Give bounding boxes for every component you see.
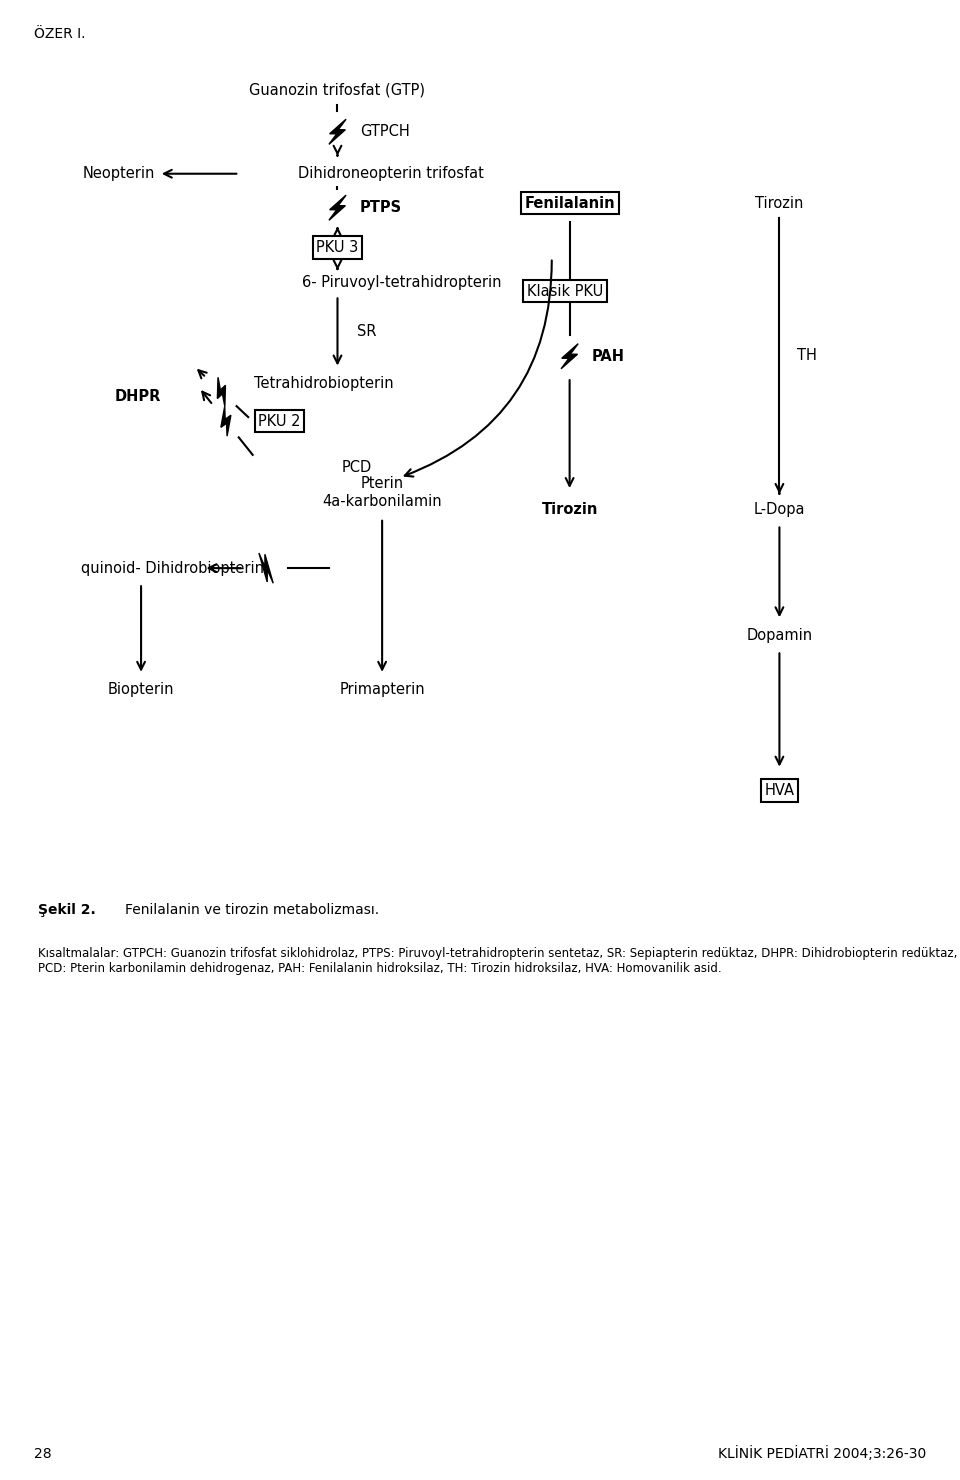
Text: Tirozin: Tirozin [756,195,804,210]
Polygon shape [329,120,346,145]
Text: HVA: HVA [764,783,795,798]
Polygon shape [217,377,226,407]
Text: PKU 2: PKU 2 [258,414,300,429]
Text: PKU 3: PKU 3 [317,240,359,255]
Polygon shape [221,407,231,437]
Text: SR: SR [357,324,376,339]
Text: ÖZER I.: ÖZER I. [34,27,85,40]
Text: L-Dopa: L-Dopa [754,502,805,517]
Text: DHPR: DHPR [114,389,160,404]
Polygon shape [329,195,346,221]
Text: PTPS: PTPS [360,200,402,215]
Polygon shape [259,554,274,583]
Polygon shape [561,343,578,369]
Text: KLİNİK PEDİATRİ 2004;3:26-30: KLİNİK PEDİATRİ 2004;3:26-30 [718,1446,926,1461]
Text: Neopterin: Neopterin [83,166,155,181]
Text: Kısaltmalalar: GTPCH: Guanozin trifosfat siklohidrolaz, PTPS: Piruvoyl-tetrahidr: Kısaltmalalar: GTPCH: Guanozin trifosfat… [38,947,958,975]
Text: Şekil 2.: Şekil 2. [38,903,96,916]
Text: Klasik PKU: Klasik PKU [527,284,603,299]
Text: PCD: PCD [342,460,372,475]
Text: Dihidroneopterin trifosfat: Dihidroneopterin trifosfat [299,166,484,181]
Text: Pterin
4a-karbonilamin: Pterin 4a-karbonilamin [323,477,442,509]
Text: quinoid- Dihidrobiopterin: quinoid- Dihidrobiopterin [81,561,264,576]
Text: Fenilalanin ve tirozin metabolizması.: Fenilalanin ve tirozin metabolizması. [125,903,379,916]
Text: Guanozin trifosfat (GTP): Guanozin trifosfat (GTP) [250,83,425,98]
Text: PAH: PAH [592,349,625,364]
Text: Biopterin: Biopterin [108,682,175,697]
Text: Tirozin: Tirozin [541,502,598,517]
Text: Tetrahidrobiopterin: Tetrahidrobiopterin [254,376,394,391]
Text: Primapterin: Primapterin [339,682,425,697]
Text: GTPCH: GTPCH [360,124,410,139]
Text: Fenilalanin: Fenilalanin [524,195,615,210]
Text: Dopamin: Dopamin [746,628,812,642]
Text: 28: 28 [34,1447,51,1461]
Text: 6- Piruvoyl-tetrahidropterin: 6- Piruvoyl-tetrahidropterin [301,275,501,290]
Text: TH: TH [797,348,817,363]
